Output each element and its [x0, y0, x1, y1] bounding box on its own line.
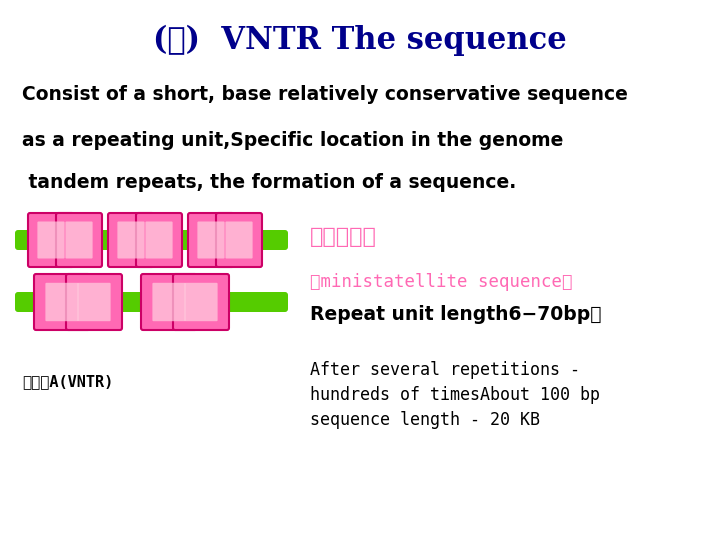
FancyBboxPatch shape — [173, 274, 229, 330]
Text: (一)  VNTR The sequence: (一) VNTR The sequence — [153, 24, 567, 56]
FancyBboxPatch shape — [136, 213, 182, 267]
FancyBboxPatch shape — [141, 274, 197, 330]
FancyBboxPatch shape — [216, 213, 262, 267]
FancyBboxPatch shape — [78, 283, 111, 321]
FancyBboxPatch shape — [153, 283, 186, 321]
FancyBboxPatch shape — [15, 292, 288, 312]
FancyBboxPatch shape — [225, 221, 253, 259]
FancyBboxPatch shape — [34, 274, 90, 330]
Text: as a repeating unit,Specific location in the genome: as a repeating unit,Specific location in… — [22, 131, 563, 150]
FancyBboxPatch shape — [145, 221, 173, 259]
FancyBboxPatch shape — [117, 221, 145, 259]
FancyBboxPatch shape — [15, 230, 288, 250]
FancyBboxPatch shape — [28, 213, 74, 267]
FancyBboxPatch shape — [66, 221, 93, 259]
FancyBboxPatch shape — [56, 213, 102, 267]
Text: 基因座A(VNTR): 基因座A(VNTR) — [22, 375, 113, 389]
Text: tandem repeats, the formation of a sequence.: tandem repeats, the formation of a seque… — [22, 173, 516, 192]
Text: 小卫星序列: 小卫星序列 — [310, 227, 377, 247]
FancyBboxPatch shape — [37, 221, 65, 259]
FancyBboxPatch shape — [197, 221, 225, 259]
Text: （ministatellite sequence）: （ministatellite sequence） — [310, 273, 572, 291]
Text: hundreds of timesAbout 100 bp: hundreds of timesAbout 100 bp — [310, 386, 600, 404]
FancyBboxPatch shape — [66, 274, 122, 330]
Text: Repeat unit length6−70bp，: Repeat unit length6−70bp， — [310, 306, 601, 325]
Text: Consist of a short, base relatively conservative sequence: Consist of a short, base relatively cons… — [22, 85, 628, 105]
FancyBboxPatch shape — [108, 213, 154, 267]
FancyBboxPatch shape — [45, 283, 78, 321]
FancyBboxPatch shape — [184, 283, 217, 321]
FancyBboxPatch shape — [188, 213, 234, 267]
Text: After several repetitions -: After several repetitions - — [310, 361, 580, 379]
Text: sequence length - 20 KB: sequence length - 20 KB — [310, 411, 540, 429]
